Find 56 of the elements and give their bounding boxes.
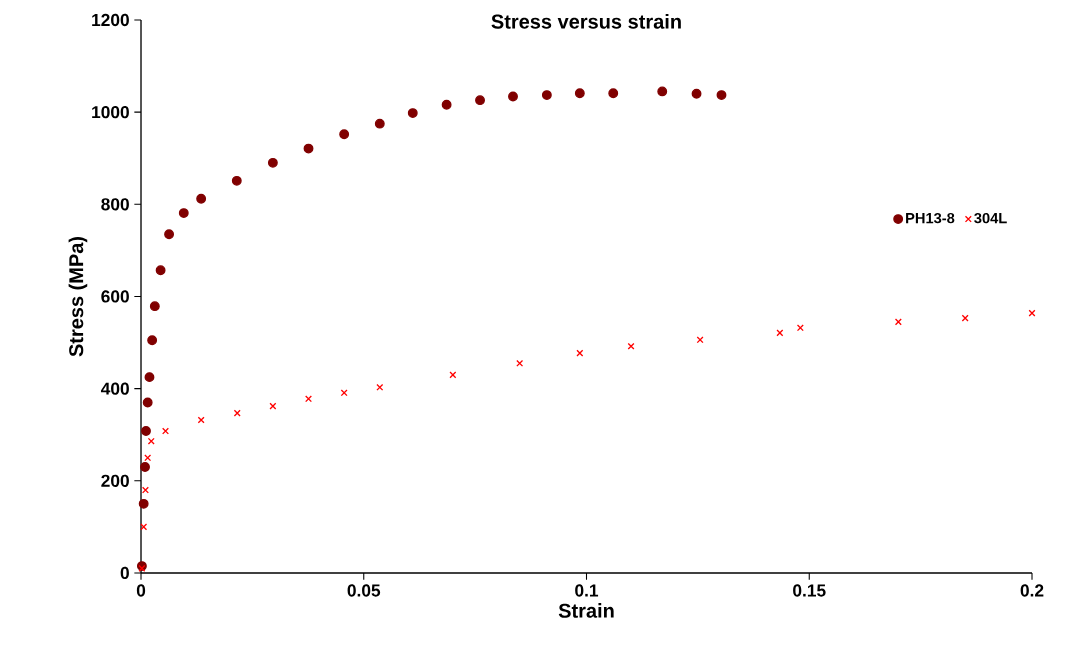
- point: [627, 342, 635, 350]
- y-tick-label: 400: [100, 382, 129, 395]
- point: [267, 157, 278, 168]
- point: [138, 498, 149, 509]
- x-tick-label: 0: [136, 584, 146, 597]
- point: [140, 523, 148, 531]
- point: [508, 91, 518, 102]
- point: [1028, 309, 1036, 317]
- x-tick-label: 0.05: [347, 584, 381, 597]
- point: [162, 427, 170, 435]
- point: [716, 90, 727, 101]
- x-tick-label: 0.1: [575, 584, 599, 597]
- point: [155, 265, 166, 276]
- point: [691, 88, 702, 99]
- point: [696, 336, 704, 344]
- y-tick-label: 800: [101, 198, 129, 211]
- point: [164, 229, 175, 240]
- point: [147, 437, 155, 445]
- point: [894, 318, 902, 326]
- point: [657, 86, 668, 97]
- point: [142, 397, 153, 408]
- y-tick-label: 200: [101, 474, 129, 487]
- point: [147, 335, 158, 346]
- y-tick-label: 0: [120, 566, 129, 580]
- legend-label: PH13-8: [906, 212, 955, 224]
- y-axis-title: Stress (MPa): [68, 236, 88, 357]
- point: [141, 486, 149, 494]
- point: [140, 462, 150, 472]
- chart-title: Stress versus strain: [491, 14, 681, 29]
- point: [197, 416, 205, 424]
- point: [144, 454, 152, 462]
- point: [303, 143, 314, 154]
- point: [608, 88, 619, 99]
- point: [374, 118, 385, 129]
- point: [305, 395, 313, 403]
- y-tick-label: 1200: [92, 13, 129, 27]
- point: [196, 193, 207, 204]
- point: [541, 90, 552, 101]
- x-tick-label: 0.2: [1020, 584, 1044, 597]
- point: [441, 99, 452, 110]
- y-tick-label: 600: [101, 290, 129, 303]
- point: [407, 108, 418, 119]
- point: [231, 175, 242, 186]
- point: [149, 301, 160, 312]
- point: [574, 88, 585, 99]
- point: [796, 324, 804, 332]
- x-axis-title: Strain: [558, 603, 614, 618]
- point: [178, 208, 189, 219]
- point: [339, 129, 350, 140]
- x-tick-label: 0.15: [793, 584, 826, 597]
- point: [141, 426, 151, 436]
- point: [144, 372, 155, 383]
- legend-label: 304L: [974, 212, 1007, 224]
- point: [475, 95, 485, 106]
- y-tick-label: 1000: [92, 106, 129, 119]
- point: [233, 409, 241, 417]
